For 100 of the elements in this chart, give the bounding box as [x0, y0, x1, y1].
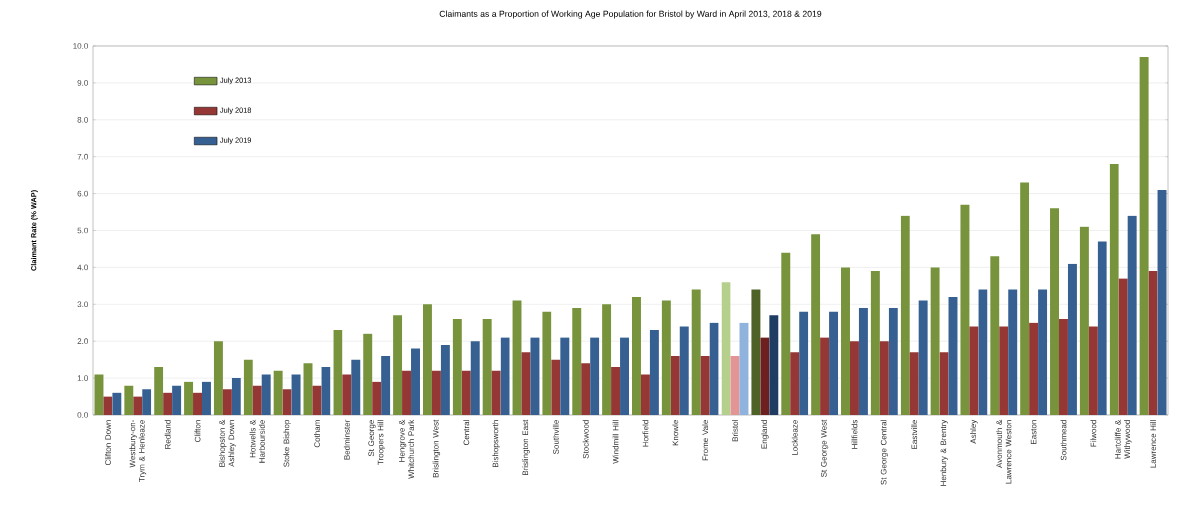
bar [482, 319, 492, 415]
x-tick-label: Southville [552, 420, 559, 455]
bar [1020, 182, 1030, 415]
bar [572, 307, 582, 415]
x-tick-label: Lawrence Hill [1150, 420, 1157, 468]
bar [581, 363, 591, 415]
x-tick-label: Stoke Bishop [283, 420, 291, 467]
bar [1118, 278, 1128, 415]
x-tick-label: Lockleaze [791, 420, 798, 456]
x-tick-label: St George Central [880, 420, 889, 485]
x-tick-label: Bedminster [343, 419, 350, 460]
bar [1157, 189, 1167, 415]
bar [918, 300, 928, 415]
x-tick-label: England [761, 420, 769, 449]
bar [590, 337, 600, 415]
bar [273, 370, 283, 415]
x-tick-label: Brislington West [432, 419, 441, 478]
chart-title: Claimants as a Proportion of Working Age Population for Bristol by Ward in April 2013, 2018 & 2019 [439, 10, 822, 19]
bar [611, 367, 621, 415]
bar [781, 252, 791, 415]
bar [661, 300, 671, 415]
bar [790, 352, 800, 415]
bar [769, 315, 779, 415]
bar [560, 337, 570, 415]
bar [1067, 263, 1077, 415]
bar [632, 296, 641, 415]
x-tick-label: Knowle [672, 420, 679, 446]
bar [222, 389, 232, 415]
bar [163, 392, 173, 415]
bar [261, 374, 271, 415]
bar [1139, 57, 1149, 415]
bar [1029, 322, 1039, 415]
y-tick-label: 5.0 [77, 227, 88, 234]
bar [470, 341, 480, 415]
y-tick-label: 9.0 [77, 80, 88, 86]
bar [858, 307, 868, 415]
bar [94, 374, 104, 415]
bar [431, 370, 441, 415]
bar [700, 355, 710, 415]
bar [172, 385, 182, 415]
x-tick-label: Hartcliffe & Withywood [1114, 419, 1132, 459]
y-tick-label: 7.0 [77, 153, 88, 160]
y-tick-label: 10.0 [73, 43, 88, 49]
bar [282, 389, 292, 415]
x-tick-label: Windmill Hill [612, 420, 619, 464]
bar [142, 389, 152, 415]
x-tick-label: Hillfields [851, 419, 858, 449]
bar [999, 326, 1009, 415]
bar [440, 344, 450, 415]
bar [691, 289, 701, 415]
bar [393, 315, 403, 415]
bar [381, 355, 391, 415]
bar [363, 333, 373, 415]
x-tick-label: Henbury & Brentry [940, 419, 948, 486]
bar [452, 319, 462, 415]
bar [602, 304, 612, 415]
bar [829, 311, 839, 415]
x-tick-label: Frome Vale [702, 420, 709, 461]
bar [939, 352, 949, 415]
bar [351, 359, 361, 415]
bar [870, 271, 880, 415]
bar [879, 341, 889, 415]
bar [1050, 208, 1060, 415]
bar [930, 267, 940, 415]
x-tick-label: Horfield [642, 420, 649, 447]
x-tick-label: Easton [1030, 420, 1037, 444]
bar [1008, 289, 1018, 415]
bar [252, 385, 262, 415]
bar [521, 352, 531, 415]
x-tick-label: Clifton [194, 420, 201, 442]
x-tick-label: Bishopsworth [492, 420, 500, 468]
x-tick-label: St George West [820, 419, 829, 477]
bar [990, 256, 1000, 415]
x-tick-label: Stockwood [582, 420, 589, 459]
x-tick-label: Eastville [911, 420, 918, 449]
x-tick-label: Bishopston & Ashley Down [218, 419, 236, 467]
x-tick-label: Filwood [1090, 420, 1097, 447]
bar [969, 326, 979, 415]
bar [202, 381, 211, 415]
bar [1079, 226, 1089, 415]
bar [422, 304, 432, 415]
bar [649, 330, 659, 415]
y-tick-label: 6.0 [77, 190, 88, 197]
x-tick-label: Bristol [732, 420, 738, 442]
bar [679, 326, 689, 415]
bar [849, 341, 859, 415]
bar [820, 337, 830, 415]
x-tick-label: Hengrove & Whitchurch Park [399, 419, 415, 479]
y-tick-label: 8.0 [77, 116, 88, 123]
x-tick-label: Westbury-on-Trym & Henleaze [129, 420, 147, 482]
bar [291, 374, 301, 415]
bar [751, 289, 761, 415]
y-tick-label: 0.0 [77, 412, 88, 418]
x-tick-label: Cotham [314, 420, 320, 448]
bar [640, 374, 650, 415]
x-tick-label: Clifton Down [104, 420, 111, 466]
bar [133, 396, 143, 415]
bar [184, 381, 194, 415]
bar [193, 392, 202, 415]
x-tick-label: Avonmouth & Lawrence Weston [996, 419, 1012, 484]
